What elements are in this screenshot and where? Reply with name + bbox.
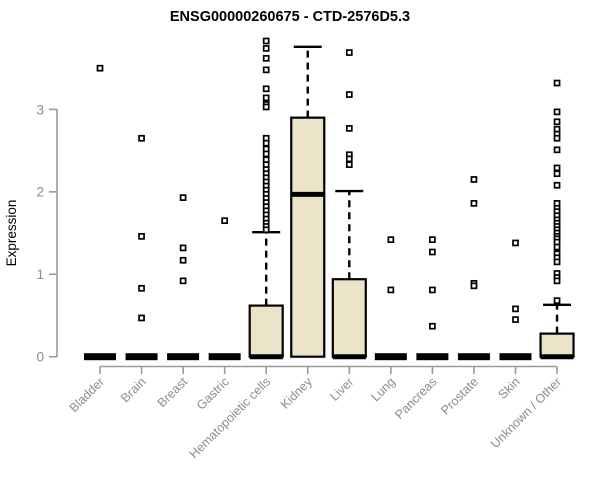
x-axis-category-label: Breast — [155, 374, 191, 410]
outlier-point — [429, 236, 436, 243]
outlier-point — [553, 277, 561, 285]
outlier-point — [553, 79, 561, 87]
y-axis-tick-label: 1 — [36, 267, 44, 282]
outlier-point — [553, 243, 561, 251]
outlier-point — [179, 194, 187, 201]
boxplot-liver — [331, 49, 367, 360]
outlier-point — [512, 239, 519, 247]
outlier-point — [262, 226, 270, 234]
collapsed-box — [167, 353, 200, 361]
outlier-point — [262, 150, 270, 158]
x-axis-category-label: Skin — [496, 375, 523, 402]
outlier-point — [470, 200, 478, 207]
box-body — [539, 332, 575, 358]
x-axis-category-label: Gastric — [194, 375, 232, 413]
collapsed-box — [125, 353, 158, 361]
outlier-point — [138, 284, 145, 292]
outlier-point — [553, 258, 561, 266]
y-axis-tick-label: 2 — [36, 185, 44, 200]
outlier-point — [262, 66, 270, 74]
outlier-point — [553, 108, 561, 116]
x-axis-category-label: Lung — [368, 375, 398, 405]
outlier-point — [553, 134, 561, 142]
collapsed-box — [84, 353, 116, 361]
x-axis-category-label: Hematopoietic cells — [187, 375, 274, 462]
outlier-point — [553, 164, 561, 172]
box-body — [248, 304, 284, 358]
outlier-point — [262, 54, 270, 62]
outlier-point — [387, 236, 395, 243]
boxplot-unknown-other — [539, 79, 575, 360]
y-axis-tick-label: 3 — [36, 102, 44, 117]
outlier-point — [429, 286, 436, 294]
outlier-point — [512, 316, 519, 323]
outlier-point — [262, 37, 270, 45]
boxplot-series — [84, 37, 575, 361]
x-axis-category-label: Unknown / Other — [488, 375, 564, 451]
boxplot-lung — [374, 236, 407, 361]
box-body — [290, 116, 326, 358]
outlier-point — [138, 134, 145, 142]
x-axis-category-label: Bladder — [67, 375, 107, 415]
x-axis-category-label: Brain — [118, 375, 149, 406]
outlier-point — [553, 170, 561, 178]
outlier-point — [345, 91, 353, 98]
boxplot-pancreas — [416, 236, 449, 361]
x-axis-category-label: Kidney — [278, 374, 315, 411]
outlier-point — [387, 286, 395, 294]
outlier-point — [553, 181, 561, 189]
outlier-point — [262, 45, 270, 52]
outlier-point — [138, 233, 145, 240]
collapsed-box — [374, 353, 407, 361]
boxplot-brain — [125, 134, 158, 361]
boxplot-bladder — [84, 64, 116, 361]
y-axis-tick-label: 0 — [36, 350, 44, 365]
outlier-point — [470, 282, 478, 290]
collapsed-box — [457, 353, 490, 361]
box-body — [331, 278, 367, 358]
boxplot-hematopoietic-cells — [248, 37, 284, 360]
outlier-point — [345, 125, 353, 132]
outlier-point — [179, 277, 187, 285]
outlier-point — [429, 322, 436, 330]
outlier-point — [262, 85, 270, 93]
outlier-point — [512, 305, 519, 313]
outlier-point — [345, 161, 353, 168]
outlier-point — [262, 94, 270, 102]
boxplot-gastric — [208, 217, 241, 361]
outlier-point — [429, 248, 436, 256]
outlier-point — [221, 217, 228, 225]
outlier-point — [96, 64, 104, 72]
boxplot-prostate — [457, 176, 490, 361]
outlier-point — [262, 139, 270, 147]
outlier-point — [470, 176, 478, 183]
outlier-point — [179, 244, 187, 252]
x-axis-category-label: Prostate — [438, 375, 481, 418]
outlier-point — [345, 49, 353, 56]
outlier-point — [262, 103, 270, 111]
x-axis-category-label: Pancreas — [392, 375, 439, 422]
chart-title: ENSG00000260675 - CTD-2576D5.3 — [170, 9, 410, 25]
x-axis-category-label: Liver — [327, 375, 356, 404]
outlier-point — [553, 118, 561, 126]
y-axis: 0 1 2 3 — [36, 102, 58, 365]
boxplot-kidney — [290, 45, 326, 358]
collapsed-box — [208, 353, 241, 361]
collapsed-box — [416, 353, 449, 361]
outlier-point — [553, 146, 561, 154]
y-axis-title: Expression — [4, 200, 19, 267]
boxplot-skin — [499, 239, 532, 361]
outlier-point — [553, 297, 561, 304]
outlier-point — [179, 256, 187, 264]
outlier-point — [345, 155, 353, 163]
outlier-point — [138, 314, 145, 322]
boxplot-breast — [167, 194, 200, 361]
collapsed-box — [499, 353, 532, 361]
